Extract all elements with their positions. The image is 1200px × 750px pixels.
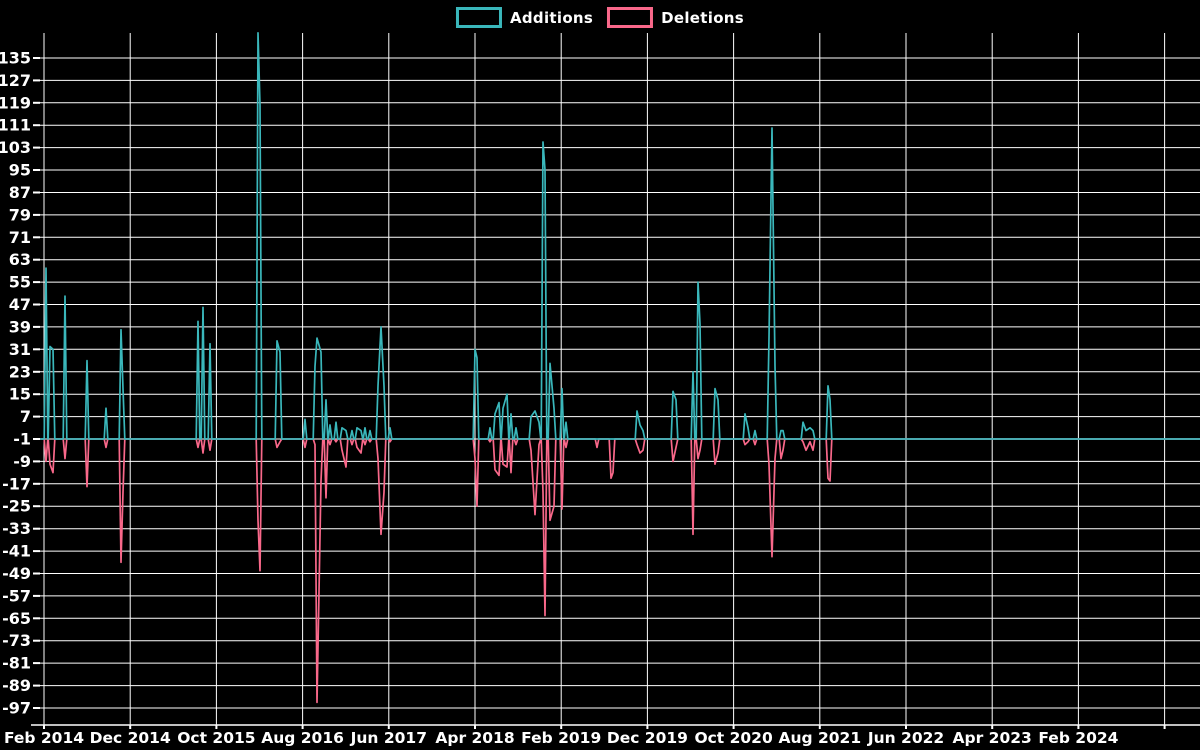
y-tick-label: -97 xyxy=(2,699,31,718)
y-tick-label: 103 xyxy=(0,138,31,157)
x-tick-label: Oct 2015 xyxy=(177,729,255,747)
y-tick-label: 39 xyxy=(9,317,31,336)
y-tick-label: 63 xyxy=(9,250,31,269)
x-tick-label: Feb 2024 xyxy=(1038,729,1118,747)
y-tick-label: -9 xyxy=(13,452,31,471)
y-tick-label: 7 xyxy=(20,407,31,426)
y-tick-label: 127 xyxy=(0,71,31,90)
x-tick-label: Jun 2017 xyxy=(350,729,427,747)
y-tick-label: -33 xyxy=(2,519,31,538)
x-tick-label: Feb 2014 xyxy=(4,729,84,747)
x-tick-label: Oct 2020 xyxy=(694,729,773,747)
deletions-legend-label: Deletions xyxy=(661,8,745,27)
y-tick-label: -1 xyxy=(13,430,31,449)
x-tick-label: Apr 2023 xyxy=(953,729,1032,747)
y-tick-label: -57 xyxy=(2,586,31,605)
y-tick-label: 71 xyxy=(9,228,31,247)
x-tick-label: Apr 2018 xyxy=(435,729,514,747)
y-tick-label: 23 xyxy=(9,362,31,381)
y-tick-label: -41 xyxy=(2,542,31,561)
legend-item-deletions: Deletions xyxy=(607,7,744,28)
y-tick-label: -25 xyxy=(2,497,31,516)
legend-item-additions: Additions xyxy=(455,7,594,28)
additions-legend-label: Additions xyxy=(509,8,594,27)
y-tick-label: 95 xyxy=(9,161,31,180)
y-tick-label: -73 xyxy=(2,631,31,650)
legend: Additions Deletions xyxy=(455,7,744,28)
y-tick-label: 135 xyxy=(0,49,31,68)
y-tick-label: 79 xyxy=(9,205,31,224)
y-tick-label: 111 xyxy=(0,116,31,135)
y-tick-label: -89 xyxy=(2,676,31,695)
deletions-legend-swatch xyxy=(607,7,654,28)
x-tick-label: Dec 2019 xyxy=(607,729,688,747)
y-tick-label: 87 xyxy=(9,183,31,202)
y-tick-label: -81 xyxy=(2,654,31,673)
x-tick-label: Aug 2016 xyxy=(261,729,344,747)
y-tick-label: -17 xyxy=(2,474,31,493)
y-tick-label: 31 xyxy=(9,340,31,359)
x-tick-label: Aug 2021 xyxy=(778,729,861,747)
x-tick-label: Dec 2014 xyxy=(90,729,171,747)
additions-legend-swatch xyxy=(455,7,502,28)
y-tick-label: -49 xyxy=(2,564,31,583)
y-tick-label: 55 xyxy=(9,273,31,292)
x-tick-label: Jun 2022 xyxy=(867,729,944,747)
additions-line xyxy=(40,31,1200,440)
y-tick-label: 15 xyxy=(9,385,31,404)
y-tick-label: -65 xyxy=(2,609,31,628)
x-tick-label: Feb 2019 xyxy=(521,729,601,747)
y-tick-label: 47 xyxy=(9,295,31,314)
y-tick-label: 119 xyxy=(0,93,31,112)
